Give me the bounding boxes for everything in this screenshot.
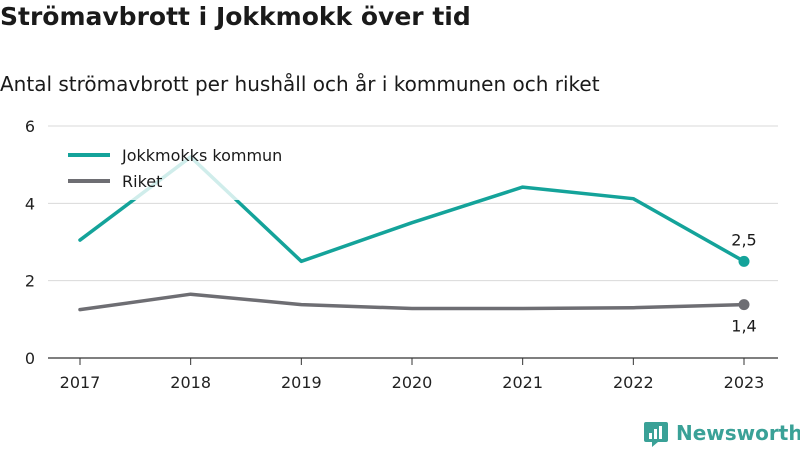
legend-background [60, 138, 320, 200]
end-value-label: 1,4 [731, 317, 756, 336]
chart-subtitle: Antal strömavbrott per hushåll och år i … [0, 72, 600, 96]
x-tick-label: 2020 [392, 373, 433, 392]
x-tick-label: 2022 [613, 373, 654, 392]
chart-title: Strömavbrott i Jokkmokk över tid [0, 2, 471, 31]
series-end-point [738, 255, 750, 267]
x-tick-label: 2019 [281, 373, 322, 392]
series-line [78, 292, 746, 312]
y-tick-label: 0 [25, 349, 35, 368]
newsworthy-logo-icon [644, 422, 668, 447]
x-tick-label: 2017 [60, 373, 101, 392]
x-tick-label: 2021 [502, 373, 543, 392]
series-end-point [738, 299, 750, 311]
legend-label: Jokkmokks kommun [121, 146, 282, 165]
brand-name: Newsworthy [676, 421, 800, 445]
legend-label: Riket [122, 172, 162, 191]
y-tick-label: 2 [25, 272, 35, 291]
end-value-label: 2,5 [731, 230, 756, 249]
x-tick-label: 2023 [724, 373, 765, 392]
newsworthy-logo: Newsworthy [644, 419, 800, 447]
y-tick-label: 4 [25, 194, 35, 213]
y-tick-label: 6 [25, 117, 35, 136]
x-tick-label: 2018 [170, 373, 211, 392]
